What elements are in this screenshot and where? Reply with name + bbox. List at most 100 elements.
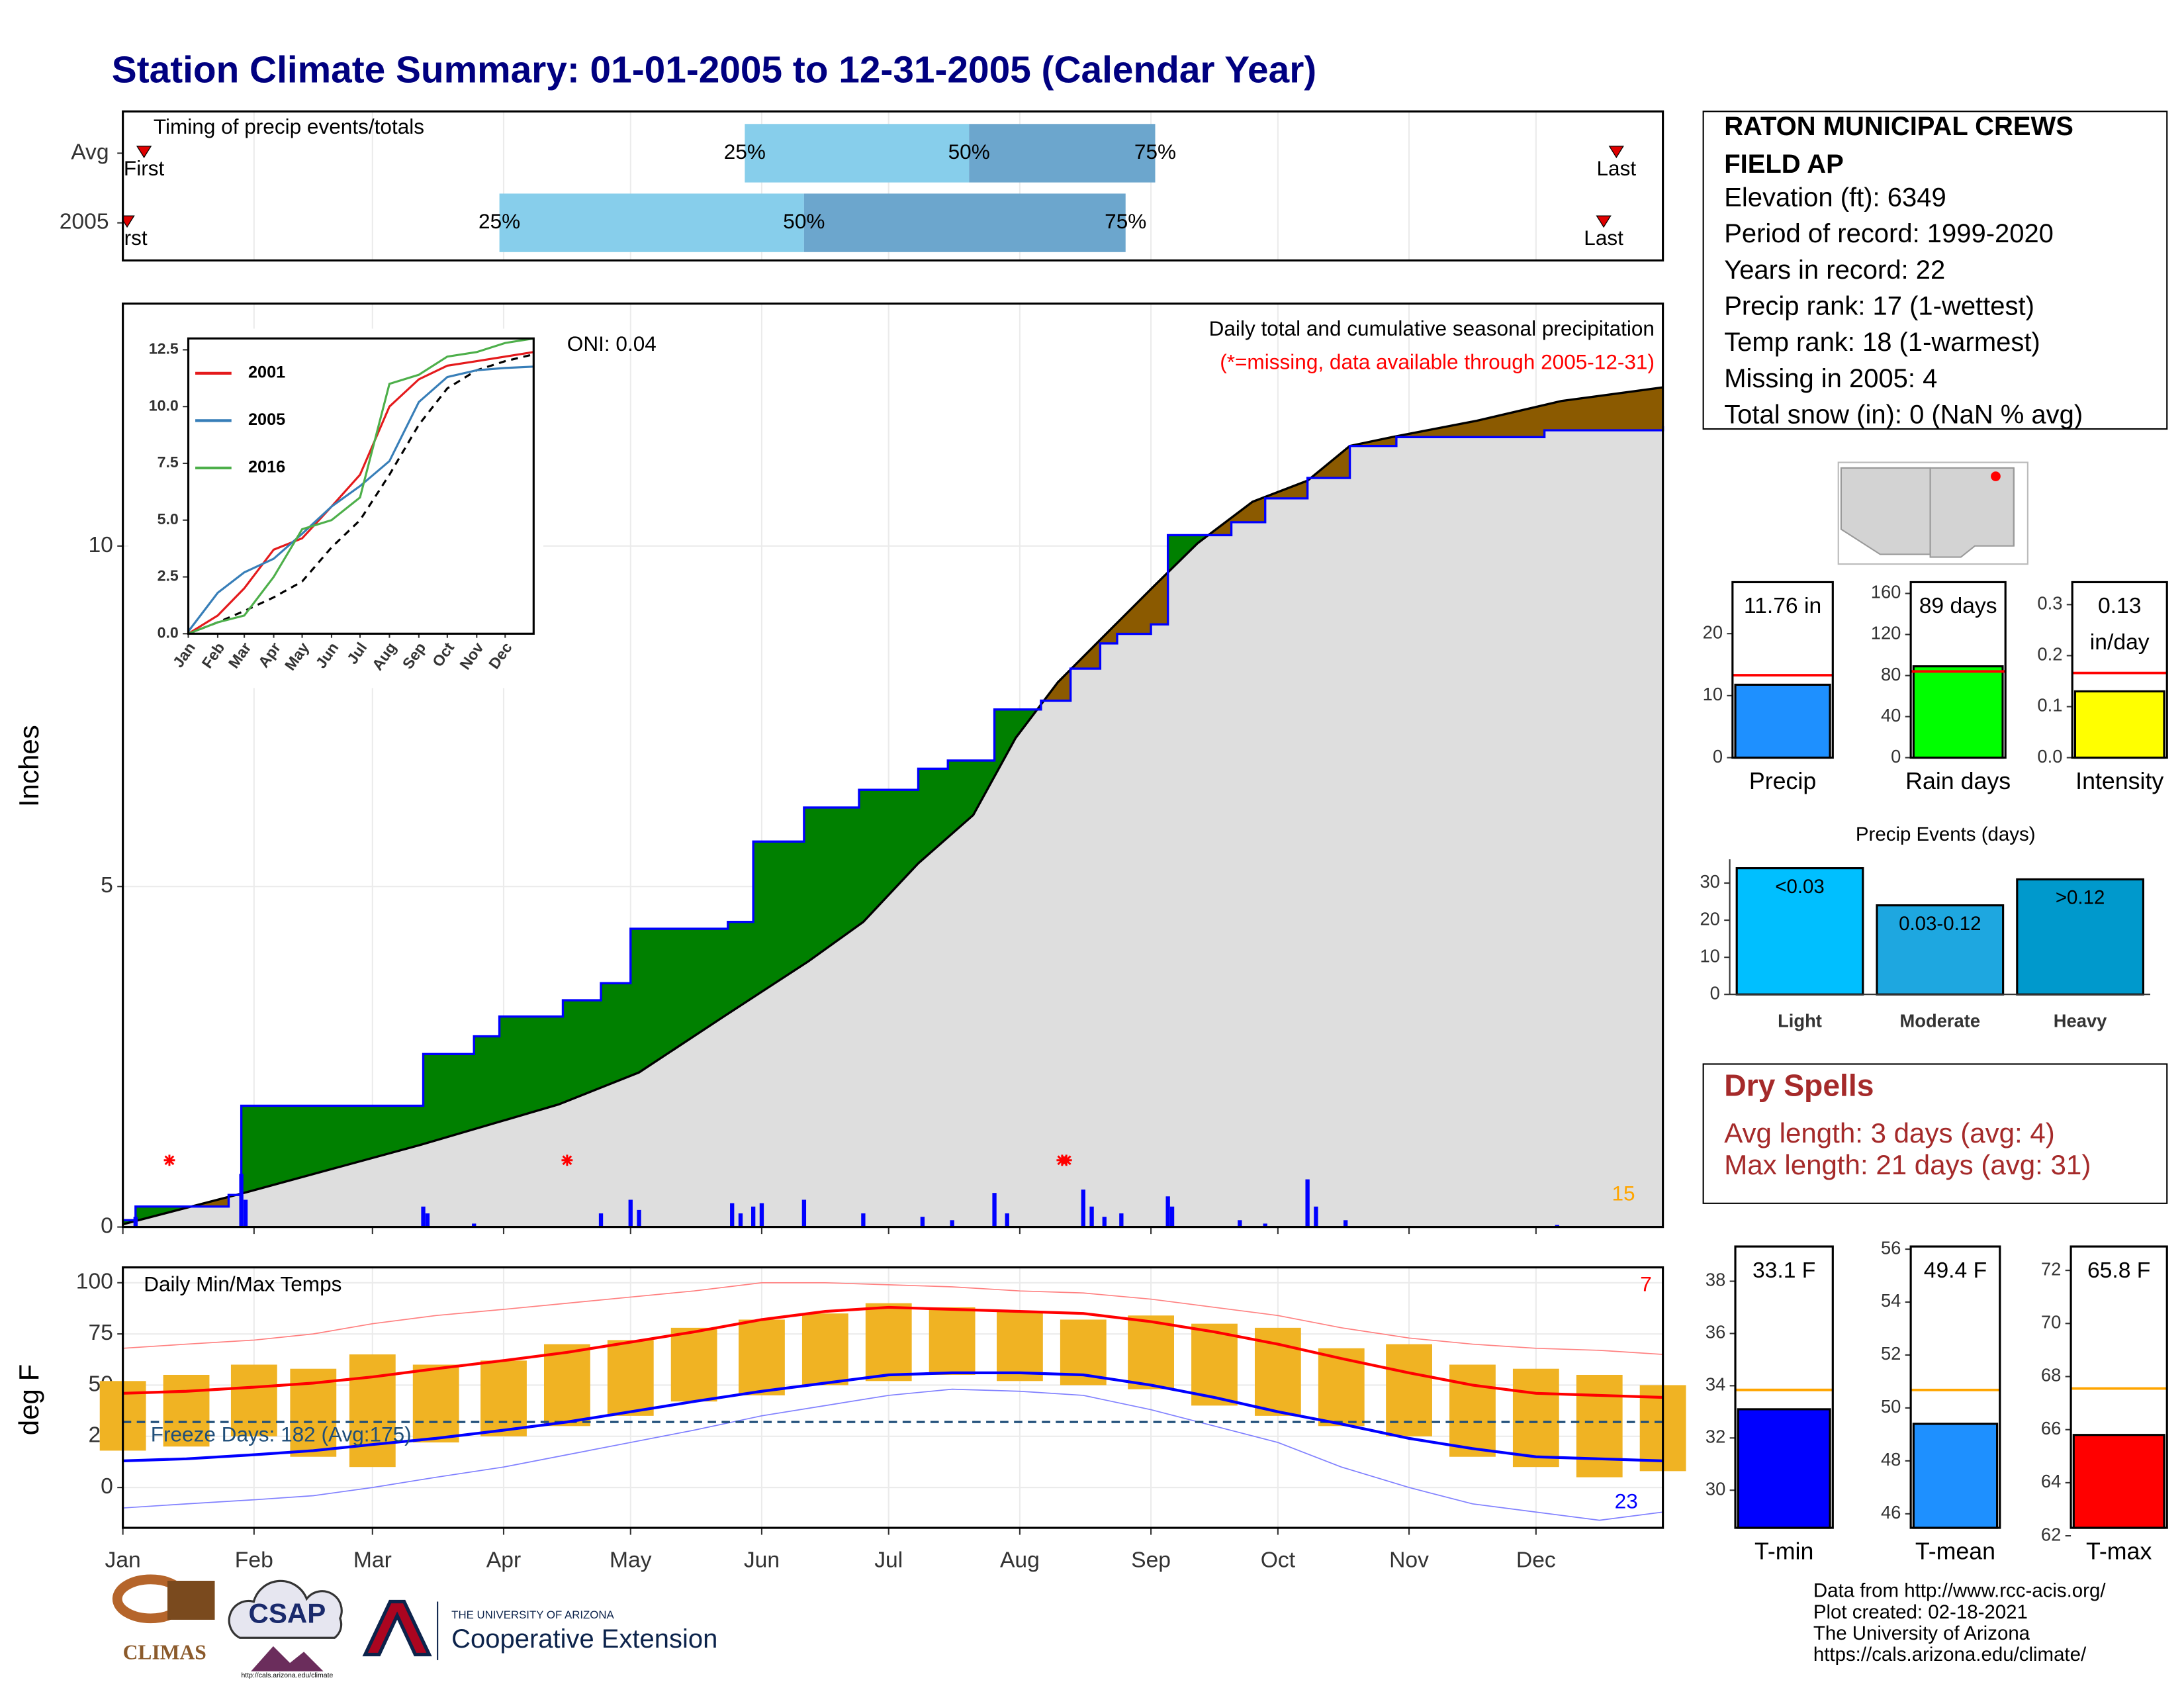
plot-frame [1909,581,2007,759]
station-info: Total snow (in): 0 (NaN % avg) [1724,400,2083,430]
daily-precip-bar [1165,1196,1170,1227]
plot-frame [1734,1245,1834,1529]
daily-precip-bar [1305,1179,1310,1227]
y-tick-label: 62 [2041,1524,2061,1544]
y-tick-label: 5 [101,873,113,898]
observed-range [1512,1368,1559,1468]
annotation: ONI: 0.04 [567,332,657,355]
quartile-bar [969,124,1156,183]
state-shape [1840,467,1931,555]
y-tick-label: 70 [2041,1312,2061,1333]
daily-precip-bar [861,1213,866,1227]
y-tick-label: 64 [2041,1471,2061,1491]
daily-precip-bar [751,1206,756,1227]
y-tick-label: 0.0 [158,624,179,641]
y-tick-label: 48 [1881,1449,1901,1470]
y-tick-label: 2.5 [158,567,179,585]
y-tick-label: 0 [101,1213,113,1238]
y-tick-label: 46 [1881,1502,1901,1523]
y-tick-label: 75 [88,1321,113,1345]
bar [1912,665,2004,759]
observed-range [670,1327,717,1402]
marker-label: First [124,156,165,180]
daily-precip-bar [598,1213,604,1227]
observed-range [997,1311,1043,1382]
bar [1912,1423,1999,1529]
missing-marker [163,1154,175,1166]
annotation: Freeze Days: 182 (Avg:175) [151,1423,412,1446]
x-tick-label: Apr [486,1548,521,1572]
annotation: (*=missing, data available through 2005-… [1220,350,1655,373]
category-label: T-min [1754,1538,1813,1564]
observed-range [1449,1364,1496,1457]
y-tick-label: 0 [101,1474,113,1499]
bar [1735,867,1864,996]
observed-range [230,1364,277,1436]
value-label: 89 days [1919,594,1997,618]
category-label: Moderate [1900,1011,1981,1031]
missing-marker [561,1154,573,1166]
plot-frame [1909,1245,2001,1529]
category-label: Precip [1749,768,1816,794]
timing-group: Timing of precip events/totals First 25% 50… [122,111,1636,261]
daily-precip-bar [1089,1206,1094,1227]
csap-cloud [228,1579,343,1639]
x-tick-label: Jun [744,1548,780,1572]
station-info: Years in record: 22 [1724,256,1945,285]
y-tick-label: 0 [1891,746,1901,767]
average-line [122,1371,1663,1463]
station-box [1702,111,2168,430]
logo-text: http://cals.arizona.edu/climate [241,1671,333,1679]
daily-precip-bar [992,1193,997,1227]
y-tick-label: 80 [1881,664,1901,684]
base-area [122,426,1663,1227]
y-tick-label: 0.3 [2037,593,2062,614]
x-tick-label: Nov [1389,1548,1429,1572]
y-tick-label: 160 [1871,582,1901,602]
legend-label: 2001 [248,363,285,382]
daily-precip-bar [759,1203,764,1227]
observed-range [480,1360,527,1436]
legend-label: 2005 [248,410,285,429]
plot-frame [187,337,535,635]
x-tick-label: May [610,1548,652,1572]
category-label: T-max [2086,1538,2152,1564]
bar [2016,878,2144,996]
station-info: Missing in 2005: 4 [1724,364,1937,393]
category-label: Light [1778,1011,1822,1031]
plot-frame [122,303,1664,1229]
annotation: 7 [1640,1272,1652,1295]
plot-frame [122,1266,1664,1529]
quartile-bar [803,193,1126,252]
y-tick-label: 30 [1706,1478,1725,1499]
daily-precip-bar [1005,1213,1009,1227]
bar-label: >0.12 [2056,887,2105,909]
y-tick-label: 66 [2041,1418,2061,1438]
daily-precip-bar [133,1217,138,1227]
credit-line: https://cals.arizona.edu/climate/ [1813,1644,2087,1665]
y-tick-label: 36 [1706,1322,1725,1342]
plot-frame [1731,581,1834,759]
observed-range [801,1313,848,1385]
daily-precip-bar [920,1217,925,1227]
y-tick-label: 0.2 [2037,644,2062,665]
y-tick-label: 50 [1881,1396,1901,1417]
quartile-bar [745,124,970,183]
x-tick-label: Dec [1516,1548,1556,1572]
value-label: 11.76 in [1744,594,1821,618]
station-info: Precip rank: 17 (1-wettest) [1724,292,2034,321]
series-line [187,365,534,632]
station-name: FIELD AP [1724,150,1844,179]
logo-text: Cooperative Extension [451,1624,717,1654]
value-label: 49.4 F [1924,1258,1987,1283]
csap-mountain [251,1646,324,1671]
y-tick-label: 0 [1710,982,1720,1003]
bar-label: 0.03-0.12 [1899,913,1981,935]
daily-precip-bar [421,1206,426,1227]
daily-precip-bar [1314,1206,1318,1227]
y-axis-label: deg F [13,1364,44,1436]
value-label: 65.8 F [2087,1258,2150,1283]
annotation: 23 [1615,1489,1638,1513]
marker-label: 25% [724,140,766,164]
